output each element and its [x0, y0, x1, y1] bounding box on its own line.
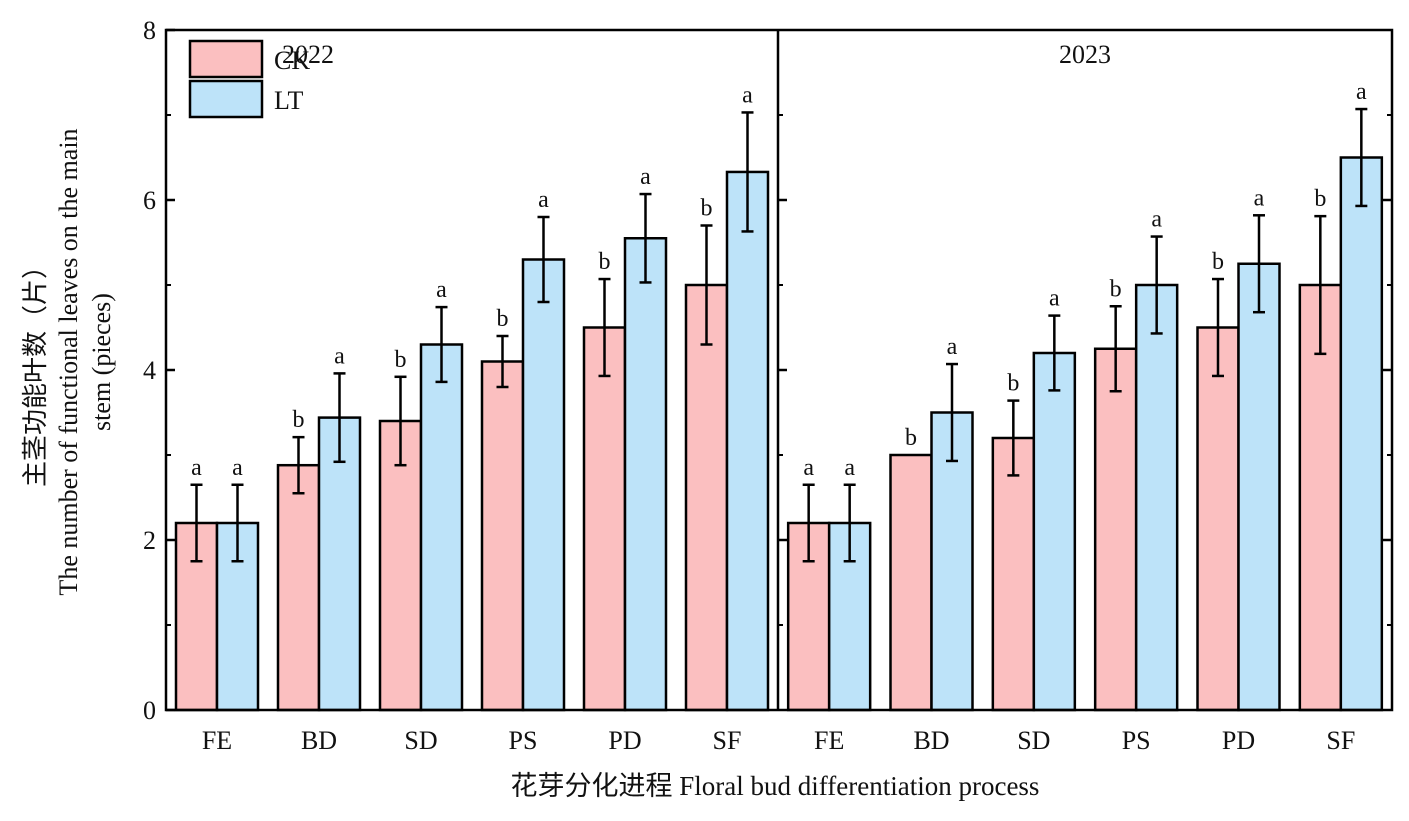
significance-letter-2023-LT-SD: a: [1049, 286, 1060, 312]
panel-title-2022: 2022: [282, 40, 334, 69]
significance-letter-2023-CK-PS: b: [1110, 276, 1122, 302]
x-tick-label-2022-FE: FE: [202, 726, 232, 755]
x-tick-label-2022-SF: SF: [713, 726, 742, 755]
x-tick-label-2023-SF: SF: [1326, 726, 1355, 755]
y-tick-label-6: 6: [143, 186, 156, 215]
significance-letter-2022-CK-FE: a: [191, 455, 202, 481]
significance-letter-2022-LT-PS: a: [538, 187, 549, 213]
y-tick-label-8: 8: [143, 16, 156, 45]
y-tick-label-0: 0: [143, 696, 156, 725]
axes: FE BD SD PS PD SF 2022 FE BD SD PS PD SF 2023 0 2 4 6 8: [143, 16, 1392, 755]
bar-2022-LT-PD: [623, 237, 668, 712]
significance-letter-2023-CK-PD: b: [1212, 249, 1224, 275]
significance-letter-2023-LT-BD: a: [947, 334, 958, 360]
panel-title-2023: 2023: [1059, 40, 1111, 69]
significance-letter-2022-CK-PD: b: [599, 249, 611, 275]
bar-2022-CK-BD: [276, 463, 321, 712]
bar-2023-LT-PD: [1237, 262, 1281, 712]
x-tick-label-2023-FE: FE: [814, 726, 844, 755]
y-axis-label-en-line1: The number of functional leaves on the m…: [54, 128, 83, 595]
x-tick-label-2023-PD: PD: [1222, 726, 1255, 755]
significance-letter-2023-LT-FE: a: [844, 455, 855, 481]
x-tick-label-2022-PS: PS: [509, 726, 538, 755]
significance-letter-2022-CK-SD: b: [395, 347, 407, 373]
significance-letter-2022-CK-PS: b: [497, 306, 509, 332]
bar-2023-CK-PD: [1196, 326, 1240, 712]
x-axis-label: 花芽分化进程 Floral bud differentiation proces…: [511, 771, 1040, 801]
y-tick-label-2: 2: [143, 526, 156, 555]
bar-2022-LT-SF: [725, 170, 770, 712]
legend: CK LT: [188, 39, 310, 119]
significance-letter-2022-LT-SF: a: [742, 82, 753, 108]
significance-letter-2023-CK-SF: b: [1314, 186, 1326, 212]
bars-layer: a b b b b b a a a a a a a b b b b b a a a a a a: [174, 79, 1384, 712]
significance-letter-2022-LT-SD: a: [436, 277, 447, 303]
bar-2023-CK-PS: [1093, 347, 1138, 712]
significance-letter-2023-CK-SD: b: [1007, 371, 1019, 397]
x-tick-label-2023-PS: PS: [1122, 726, 1151, 755]
bar-2023-LT-PS: [1134, 283, 1179, 712]
y-tick-label-4: 4: [143, 356, 156, 385]
y-axis-label-cn: 主茎功能叶数（片）: [21, 253, 50, 487]
x-tick-label-2023-SD: SD: [1017, 726, 1050, 755]
significance-letter-2023-LT-PD: a: [1254, 185, 1265, 211]
x-tick-label-2022-SD: SD: [404, 726, 437, 755]
bar-2022-CK-SF: [684, 283, 729, 712]
bar-2022-LT-SD: [419, 343, 464, 712]
significance-letter-2022-LT-PD: a: [640, 164, 651, 190]
bar-2023-LT-SD: [1032, 351, 1077, 712]
significance-letter-2022-LT-BD: a: [334, 343, 345, 369]
legend-label-LT: LT: [274, 86, 303, 115]
bar-2022-CK-PD: [582, 326, 627, 712]
x-tick-label-2023-BD: BD: [913, 726, 949, 755]
significance-letter-2023-LT-PS: a: [1151, 207, 1162, 233]
significance-letter-2022-LT-FE: a: [232, 455, 243, 481]
bar-2022-CK-PS: [480, 360, 525, 712]
bar-2023-CK-BD: [889, 453, 933, 712]
legend-swatch-CK: [188, 39, 264, 79]
y-axis-label-en-line2: stem (pieces): [87, 293, 116, 431]
legend-swatch-LT: [188, 79, 264, 119]
significance-letter-2023-LT-SF: a: [1356, 79, 1367, 105]
legend-label-CK: CK: [274, 46, 310, 75]
bar-2022-LT-PS: [521, 258, 566, 712]
x-tick-label-2022-PD: PD: [608, 726, 641, 755]
significance-letter-2022-CK-SF: b: [701, 196, 713, 222]
significance-letter-2022-CK-BD: b: [293, 407, 305, 433]
significance-letter-2023-CK-BD: b: [905, 425, 917, 451]
bar-2023-CK-SD: [991, 436, 1036, 712]
x-tick-label-2022-BD: BD: [301, 726, 337, 755]
significance-letter-2023-CK-FE: a: [803, 455, 814, 481]
bar-2023-LT-SF: [1339, 156, 1384, 712]
